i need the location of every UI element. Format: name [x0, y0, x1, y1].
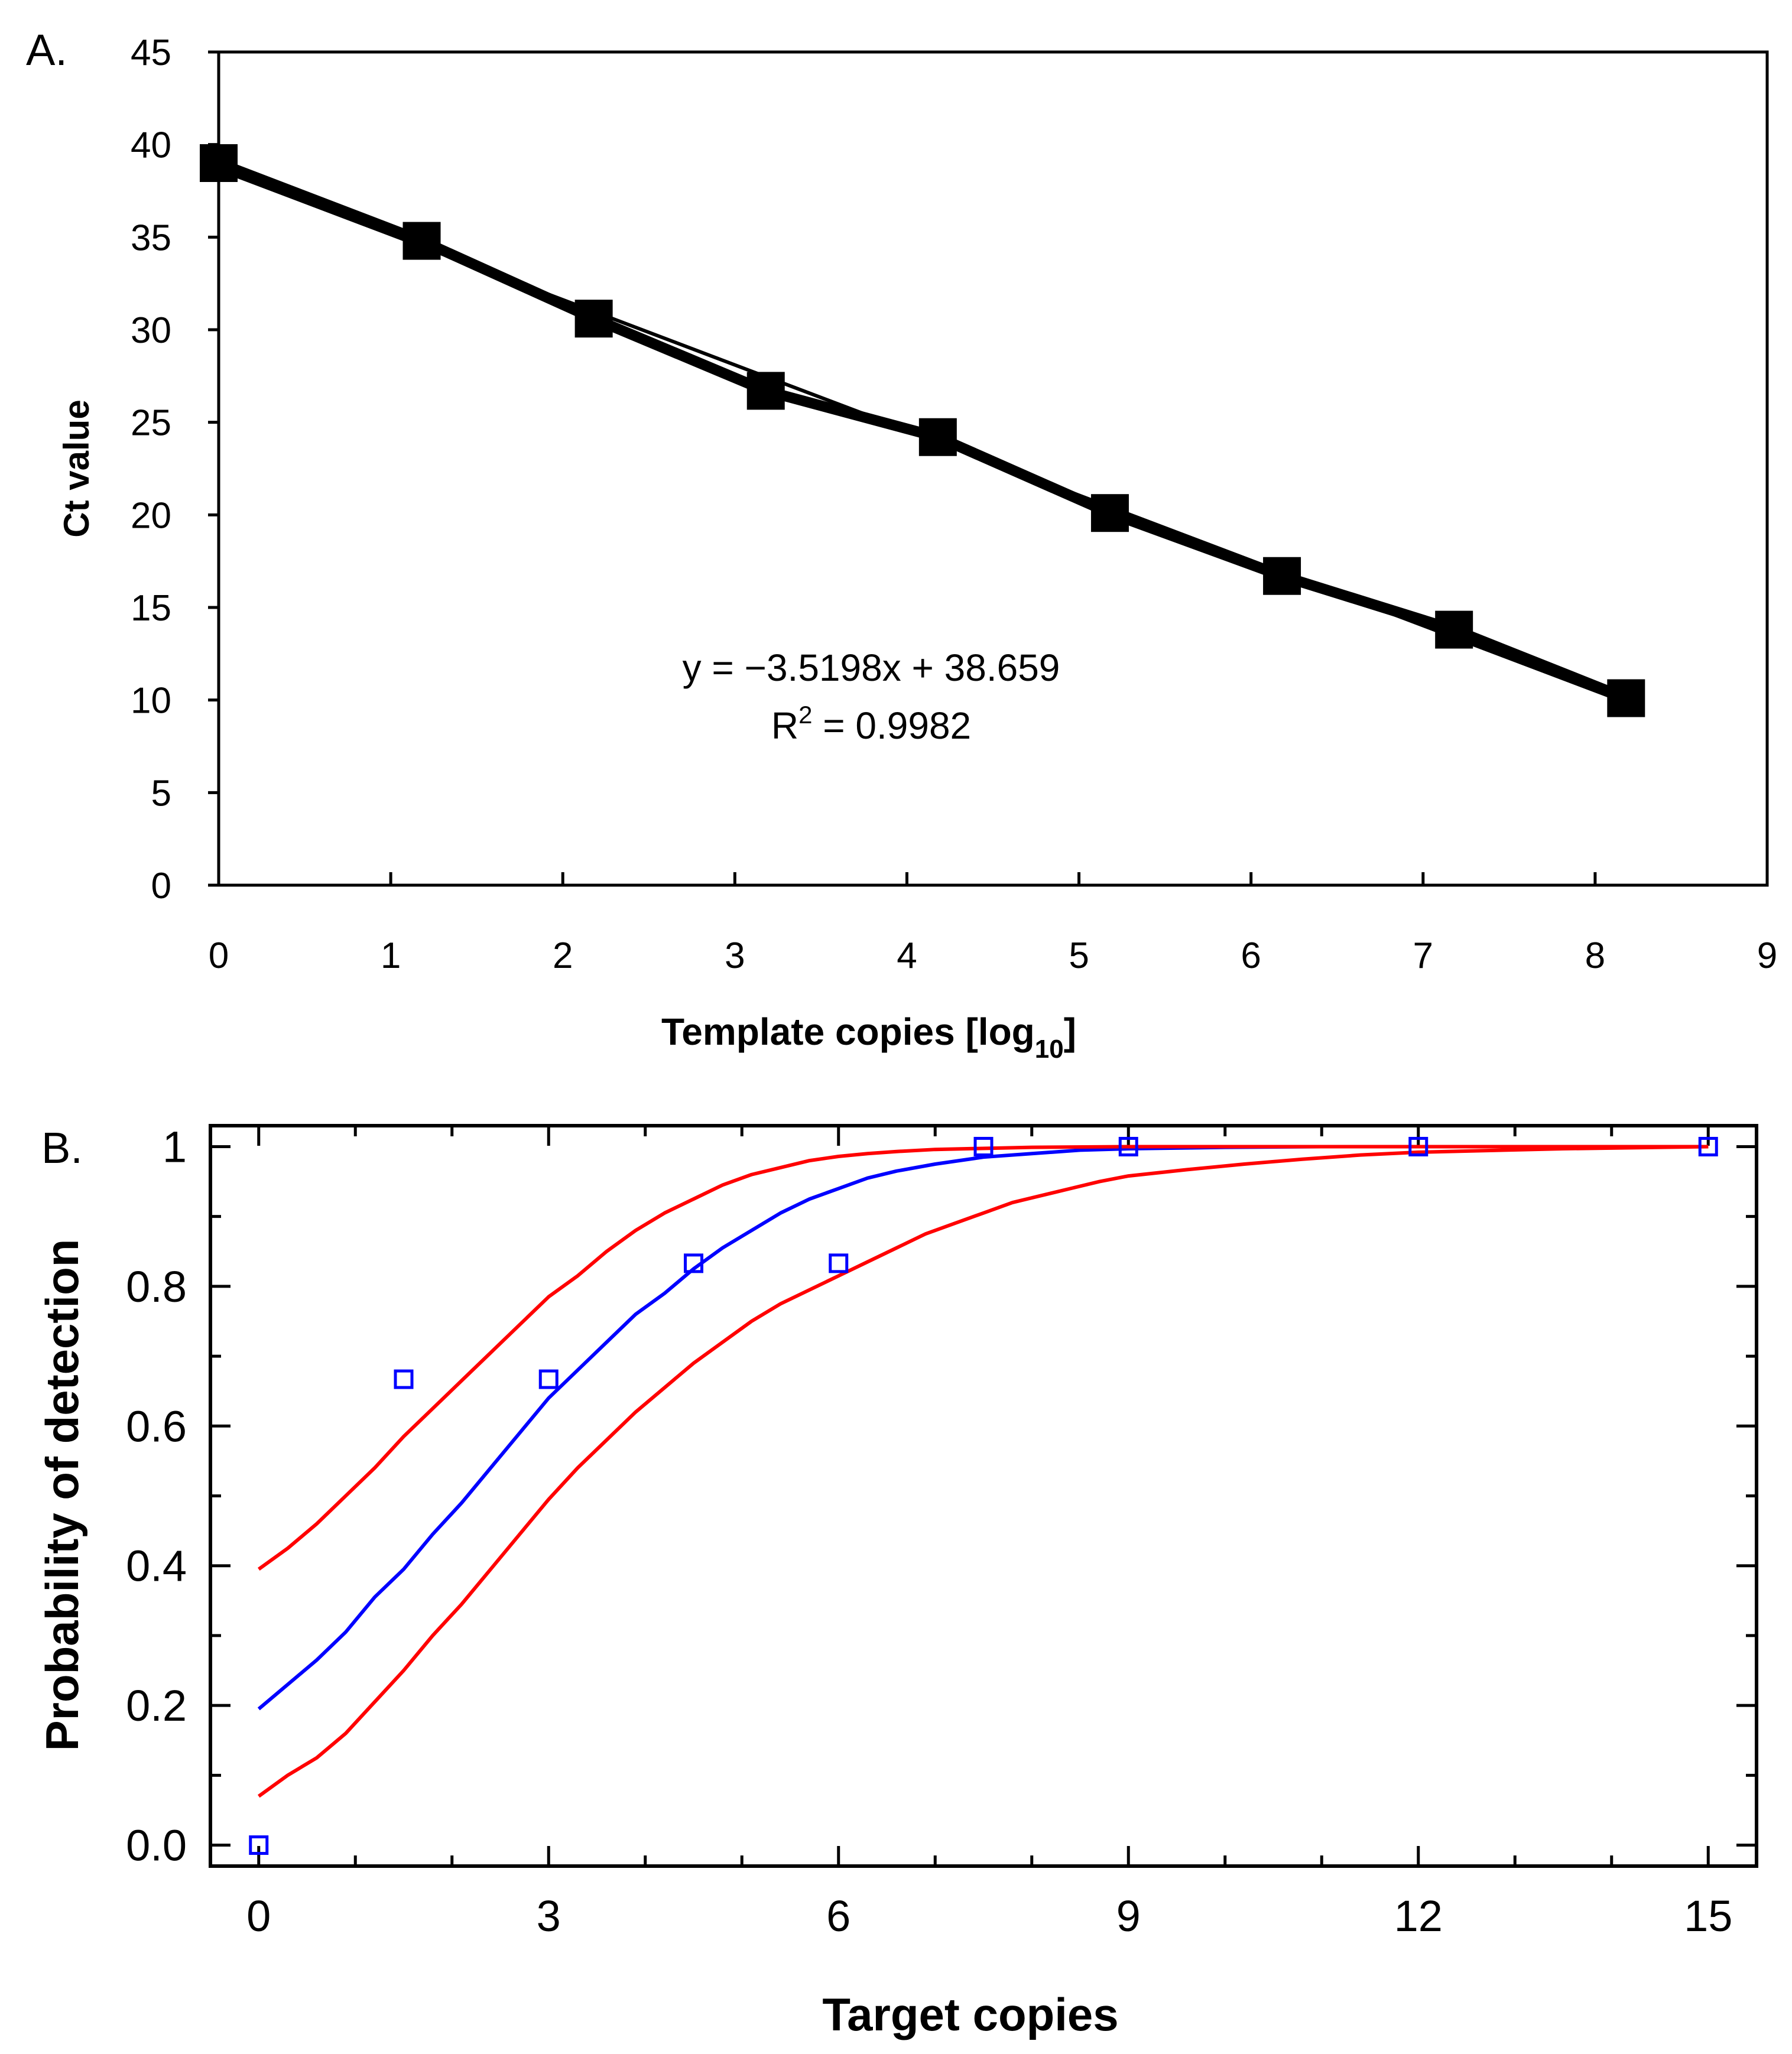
x-tick-label: 6	[1241, 935, 1261, 976]
x-tick-label: 7	[1413, 935, 1433, 976]
data-point	[918, 418, 957, 456]
data-point	[1435, 610, 1473, 649]
panel-b-x-axis: 0 3 6 9 12 15	[246, 1126, 1732, 1941]
r-squared-superscript: 2	[798, 701, 812, 729]
y-tick-label: 0.4	[126, 1542, 187, 1591]
y-tick-label: 0.6	[126, 1402, 187, 1451]
panel-a-y-axis: 0 5 10 15 20 25 30 35 40 45	[131, 32, 219, 906]
panel-a-plot-frame	[217, 50, 1769, 887]
observed-point	[538, 1369, 559, 1389]
panel-b-x-axis-title: Target copies	[822, 1988, 1118, 2040]
panel-a-x-axis-title-subscript: 10	[1035, 1035, 1064, 1064]
y-tick-label: 0.2	[126, 1681, 187, 1730]
panel-a-x-axis-title: Template copies [log10]	[661, 1010, 1076, 1064]
observed-point	[684, 1253, 703, 1273]
y-tick-label: 25	[131, 403, 171, 444]
y-tick-label: 40	[131, 125, 171, 166]
upper-confidence-curve	[257, 1145, 1709, 1571]
observed-point	[829, 1253, 849, 1273]
x-tick-label: 1	[381, 935, 401, 976]
y-tick-label: 45	[131, 32, 171, 73]
lower-confidence-curve	[257, 1145, 1709, 1798]
y-tick-label: 20	[131, 495, 171, 536]
panel-a-y-axis-title: Ct value	[57, 399, 96, 537]
data-point	[1607, 679, 1645, 717]
panel-a-label: A.	[26, 25, 67, 74]
panel-b: B. 0.0 0.2 0.4 0.6 0.8 1 0 3 6 9 12 15 Probability…	[36, 1122, 1758, 2040]
data-point	[402, 222, 441, 260]
x-tick-label: 12	[1394, 1892, 1443, 1941]
y-tick-label: 15	[131, 588, 171, 629]
r-squared-label: R2 = 0.9982	[771, 701, 971, 747]
y-tick-label: 10	[131, 681, 171, 722]
x-tick-label: 15	[1684, 1892, 1732, 1941]
y-tick-label: 0.0	[126, 1821, 187, 1870]
x-tick-label: 4	[897, 935, 917, 976]
panel-b-label: B.	[41, 1123, 83, 1172]
x-tick-label: 2	[553, 935, 573, 976]
panel-a-x-axis-title-end: ]	[1064, 1010, 1076, 1053]
x-tick-label: 5	[1069, 935, 1089, 976]
panel-b-minor-ticks	[210, 1126, 1757, 1866]
panel-b-plot-frame	[209, 1124, 1758, 1868]
panel-b-series	[249, 1136, 1718, 1855]
observed-point	[394, 1369, 414, 1389]
y-tick-label: 0	[151, 866, 171, 906]
r-squared-value: = 0.9982	[812, 704, 971, 747]
observed-point	[1408, 1136, 1429, 1156]
observed-point	[1118, 1136, 1138, 1156]
y-tick-label: 30	[131, 310, 171, 351]
data-point	[1090, 494, 1129, 532]
x-tick-label: 6	[826, 1892, 850, 1941]
panel-b-y-axis: 0.0 0.2 0.4 0.6 0.8 1	[126, 1122, 1757, 1870]
y-tick-label: 35	[131, 217, 171, 258]
y-tick-label: 0.8	[126, 1262, 187, 1311]
y-tick-label: 5	[151, 773, 171, 814]
data-point	[746, 372, 785, 410]
panel-a-x-axis: 0 1 2 3 4 5 6 7 8 9	[209, 872, 1777, 976]
x-tick-label: 3	[537, 1892, 561, 1941]
x-tick-label: 3	[725, 935, 745, 976]
y-tick-label: 1	[163, 1122, 187, 1171]
observed-point	[249, 1835, 269, 1855]
x-tick-label: 0	[246, 1892, 271, 1941]
r-squared-prefix: R	[771, 704, 798, 747]
data-point	[200, 144, 238, 182]
trendline-equation: y = −3.5198x + 38.659	[683, 646, 1060, 689]
x-tick-label: 9	[1116, 1892, 1141, 1941]
x-tick-label: 9	[1757, 935, 1777, 976]
fitted-curve	[257, 1145, 1709, 1711]
x-tick-label: 0	[209, 935, 229, 976]
panel-a-x-axis-title-main: Template copies [log	[661, 1010, 1035, 1053]
panel-b-y-axis-title: Probability of detection	[36, 1239, 88, 1751]
data-point	[574, 300, 613, 338]
observed-point	[1698, 1136, 1718, 1156]
data-point	[1263, 557, 1301, 595]
panel-a-series	[200, 144, 1645, 717]
observed-point	[973, 1136, 994, 1156]
x-tick-label: 8	[1585, 935, 1605, 976]
